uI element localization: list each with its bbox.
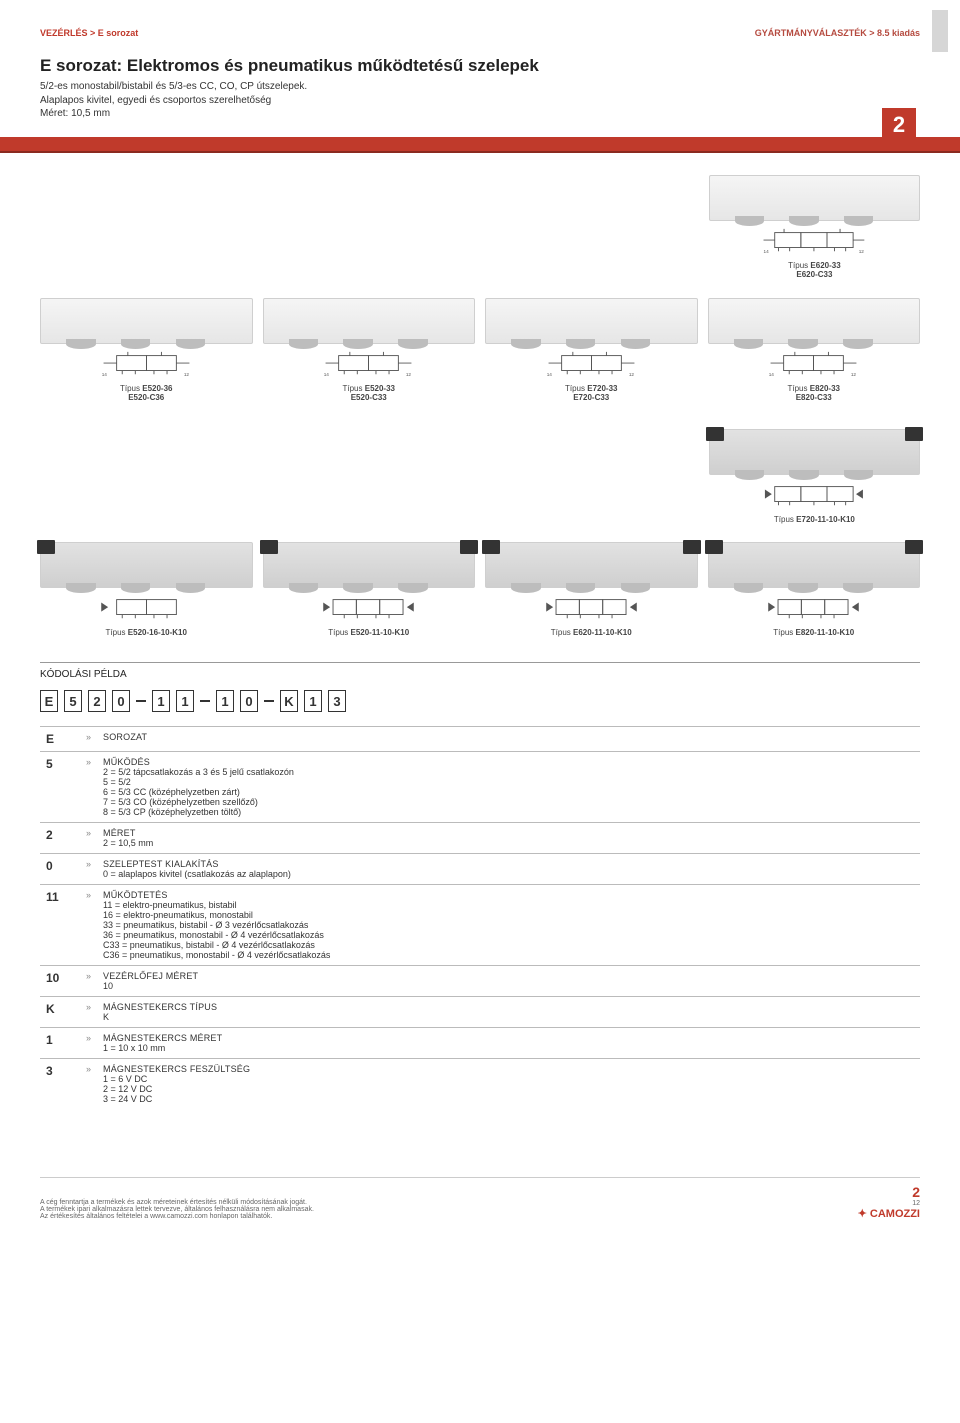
valve-image: [709, 429, 920, 475]
valve-image: [263, 298, 476, 344]
svg-text:12: 12: [859, 249, 865, 254]
code-boxes: E5201110K13: [40, 690, 920, 712]
table-row: 10 » VEZÉRLŐFEJ MÉRET10: [40, 966, 920, 997]
valve-symbol: 14 12: [275, 350, 462, 378]
valve-image: [708, 298, 921, 344]
svg-text:12: 12: [629, 372, 635, 377]
valve-cell: 1412 Típus E520-33E520-C33: [263, 298, 476, 403]
valve-cell: 1412 Típus E820-33E820-C33: [708, 298, 921, 403]
code-box: 0: [240, 690, 258, 712]
breadcrumb-left: VEZÉRLÉS > E sorozat: [40, 28, 138, 38]
table-row: 3 » MÁGNESTEKERCS FESZÜLTSÉG1 = 6 V DC2 …: [40, 1059, 920, 1110]
breadcrumb-right: GYÁRTMÁNYVÁLASZTÉK > 8.5 kiadás: [755, 28, 920, 38]
table-row: 11 » MŰKÖDTETÉS11 = elektro-pneumatikus,…: [40, 885, 920, 966]
valve-row-b: 1412 Típus E520-36E520-C36 1412 Típus E5…: [40, 298, 920, 403]
code-box: E: [40, 690, 58, 712]
valve-cell: 1412 Típus E720-33E720-C33: [485, 298, 698, 403]
spec-table: E » SOROZAT 5 » MŰKÖDÉS2 = 5/2 tápcsatla…: [40, 726, 920, 1109]
header-bar: VEZÉRLÉS > E sorozat GYÁRTMÁNYVÁLASZTÉK …: [40, 28, 920, 38]
foot-line-2: A termékek ipari alkalmazásra lettek ter…: [40, 1206, 314, 1213]
valve-symbol: [721, 481, 907, 509]
red-divider: [0, 137, 960, 153]
code-dash: [136, 700, 146, 702]
svg-text:14: 14: [769, 372, 775, 377]
svg-text:14: 14: [764, 249, 770, 254]
valve-cell: Típus E820-11-10-K10: [708, 542, 921, 638]
foot-line-1: A cég fenntartja a termékek és azok mére…: [40, 1199, 314, 1206]
code-dash: [200, 700, 210, 702]
code-box: 1: [216, 690, 234, 712]
code-box: 2: [88, 690, 106, 712]
valve-symbol: 14 12: [720, 350, 907, 378]
valve-image: [40, 542, 253, 588]
code-box: 0: [112, 690, 130, 712]
table-row: 2 » MÉRET2 = 10,5 mm: [40, 823, 920, 854]
valve-cell: Típus E520-11-10-K10: [263, 542, 476, 638]
code-box: 3: [328, 690, 346, 712]
code-box: 1: [152, 690, 170, 712]
section-badge: 2: [882, 108, 916, 142]
svg-text:12: 12: [851, 372, 857, 377]
side-tab: [932, 10, 948, 52]
subtitle-3: Méret: 10,5 mm: [40, 107, 920, 121]
code-box: 1: [176, 690, 194, 712]
valve-cell: Típus E520-16-10-K10: [40, 542, 253, 638]
valve-image: [485, 298, 698, 344]
valve-cell: 1412 Típus E520-36E520-C36: [40, 298, 253, 403]
valve-cell: 1412 Típus E620-33E620-C33: [709, 175, 920, 280]
brand-logo: ✦ CAMOZZI: [858, 1207, 920, 1220]
table-row: 5 » MŰKÖDÉS2 = 5/2 tápcsatlakozás a 3 és…: [40, 752, 920, 823]
valve-symbol: 14 12: [498, 350, 685, 378]
table-row: 1 » MÁGNESTEKERCS MÉRET1 = 10 x 10 mm: [40, 1028, 920, 1059]
subtitle-2: Alaplapos kivitel, egyedi és csoportos s…: [40, 94, 920, 108]
foot-line-3: Az értékesítés általános feltételei a ww…: [40, 1213, 314, 1220]
code-box: 1: [304, 690, 322, 712]
valve-image: [708, 542, 921, 588]
valve-image: [709, 175, 920, 221]
valve-image: [40, 298, 253, 344]
svg-text:14: 14: [546, 372, 552, 377]
valve-image: [485, 542, 698, 588]
footer: A cég fenntartja a termékek és azok mére…: [40, 1177, 920, 1220]
svg-text:14: 14: [324, 372, 330, 377]
page-title: E sorozat: Elektromos és pneumatikus műk…: [40, 56, 920, 76]
svg-text:12: 12: [184, 372, 190, 377]
page-section: 2: [858, 1184, 920, 1200]
table-row: K » MÁGNESTEKERCS TÍPUSK: [40, 997, 920, 1028]
valve-symbol: [720, 594, 907, 622]
valve-symbol: [53, 594, 240, 622]
svg-text:12: 12: [406, 372, 412, 377]
page-number: 12: [858, 1200, 920, 1207]
valve-row-d: Típus E520-16-10-K10 Típus E520-11-10-K1…: [40, 542, 920, 638]
table-row: E » SOROZAT: [40, 727, 920, 752]
code-box: K: [280, 690, 298, 712]
table-row: 0 » SZELEPTEST KIALAKÍTÁS0 = alaplapos k…: [40, 854, 920, 885]
valve-symbol: 14 12: [53, 350, 240, 378]
valve-symbol: [498, 594, 685, 622]
svg-text:14: 14: [101, 372, 107, 377]
valve-cell: Típus E720-11-10-K10: [709, 429, 920, 525]
valve-symbol: 14 12: [721, 227, 907, 255]
code-dash: [264, 700, 274, 702]
valve-image: [263, 542, 476, 588]
subtitle-1: 5/2-es monostabil/bistabil és 5/3-es CC,…: [40, 80, 920, 94]
valve-symbol: [275, 594, 462, 622]
valve-cell: Típus E620-11-10-K10: [485, 542, 698, 638]
coding-title: KÓDOLÁSI PÉLDA: [40, 662, 920, 680]
code-box: 5: [64, 690, 82, 712]
